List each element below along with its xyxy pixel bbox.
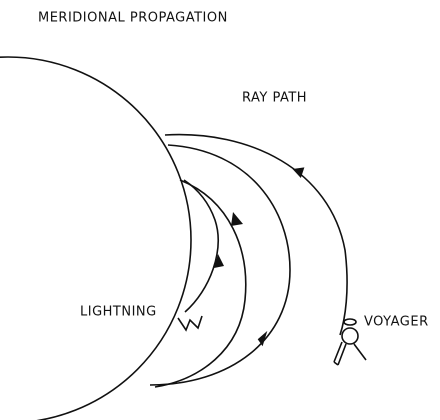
ray-path-inner	[184, 180, 218, 312]
lightning-bolt	[178, 316, 202, 330]
planet	[0, 57, 191, 420]
ray-path-3	[155, 180, 246, 387]
title: MERIDIONAL PROPAGATION	[38, 11, 228, 26]
diagram: MERIDIONAL PROPAGATION RAY PATH VOYAGER …	[0, 0, 440, 420]
lightning-label: LIGHTNING	[80, 305, 157, 320]
voyager-icon	[334, 319, 366, 365]
ray-path-label: RAY PATH	[242, 91, 307, 106]
arrow	[231, 212, 243, 226]
voyager-label: VOYAGER	[364, 315, 429, 330]
